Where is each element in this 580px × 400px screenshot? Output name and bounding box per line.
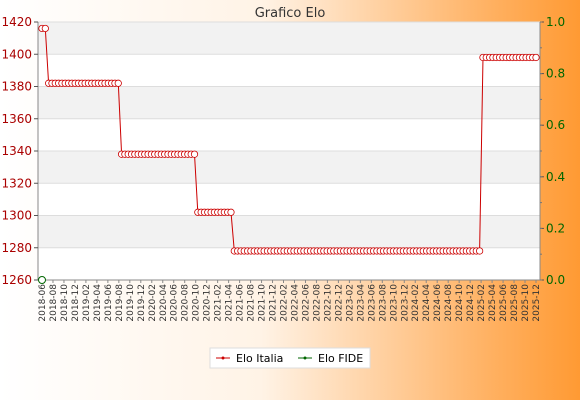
- legend-label-elo-fide: Elo FIDE: [318, 352, 363, 365]
- x-tick-label: 2018-10: [60, 284, 70, 322]
- x-tick-label: 2020-12: [203, 284, 213, 322]
- x-tick-label: 2020-08: [181, 284, 191, 322]
- x-tick-label: 2025-04: [488, 284, 498, 322]
- y-tick-label-left: 1280: [1, 241, 32, 255]
- x-tick-label: 2024-02: [411, 284, 421, 322]
- x-tick-label: 2019-04: [93, 284, 103, 322]
- plot-band: [38, 118, 540, 151]
- y-tick-label-right: 0.0: [546, 273, 565, 287]
- x-tick-label: 2021-10: [258, 284, 268, 322]
- chart-title: Grafico Elo: [255, 6, 326, 21]
- plot-band: [38, 86, 540, 119]
- y-axis-left: 1260 1280 1300 1320 1340 1360 1380 1400 1420: [1, 15, 38, 287]
- x-tick-label: 2018-06: [38, 284, 48, 322]
- x-tick-label: 2019-02: [82, 284, 92, 322]
- y-tick-label-right: 0.8: [546, 67, 565, 81]
- x-tick-label: 2022-04: [290, 284, 300, 322]
- y-tick-label-left: 1420: [1, 15, 32, 29]
- series-elo-fide: [38, 276, 46, 284]
- x-tick-label: 2019-06: [104, 284, 114, 322]
- legend-box: [209, 347, 371, 369]
- data-point-elo-italia: [114, 79, 122, 87]
- x-tick-label: 2022-06: [301, 284, 311, 322]
- x-tick-label: 2021-02: [214, 284, 224, 322]
- x-tick-label: 2025-10: [521, 284, 531, 322]
- plot-band: [38, 215, 540, 248]
- legend-dot-elo-italia: [221, 356, 225, 360]
- x-tick-label: 2021-12: [269, 284, 279, 322]
- y-tick-label-left: 1300: [1, 209, 32, 223]
- x-tick-label: 2024-04: [422, 284, 432, 322]
- y-tick-label-left: 1260: [1, 273, 32, 287]
- x-tick-label: 2022-10: [323, 284, 333, 322]
- x-tick-label: 2020-06: [170, 284, 180, 322]
- data-point-elo-italia: [532, 53, 540, 62]
- plot-band: [38, 22, 540, 55]
- x-tick-label: 2019-10: [126, 284, 136, 322]
- data-point-elo-italia: [476, 247, 484, 255]
- data-point-elo-italia: [190, 150, 199, 158]
- x-tick-label: 2018-08: [49, 284, 59, 322]
- x-tick-label: 2021-06: [236, 284, 246, 322]
- x-tick-label: 2025-12: [532, 284, 542, 322]
- x-tick-label: 2020-04: [159, 284, 169, 322]
- x-tick-label: 2022-02: [280, 284, 290, 322]
- y-tick-label-right: 1.0: [546, 15, 565, 29]
- x-tick-label: 2023-10: [389, 284, 399, 322]
- gridlines: [37, 21, 541, 281]
- y-tick-label-right: 0.6: [546, 118, 565, 132]
- plot-bands: [38, 22, 540, 280]
- x-tick-label: 2023-06: [367, 284, 377, 322]
- y-tick-label-left: 1340: [1, 144, 32, 158]
- y-tick-label-right: 0.2: [546, 221, 565, 235]
- data-point-elo-italia: [227, 208, 235, 216]
- x-tick-label: 2019-12: [137, 284, 147, 322]
- x-tick-label: 2019-08: [115, 284, 125, 322]
- y-tick-label-left: 1380: [1, 80, 32, 94]
- x-tick-label: 2023-04: [356, 284, 366, 322]
- data-point-elo-fide: [38, 276, 46, 284]
- x-tick-label: 2024-08: [444, 284, 454, 322]
- y-tick-label-left: 1320: [1, 176, 32, 190]
- data-point-elo-italia: [41, 24, 49, 33]
- x-tick-label: 2025-08: [510, 284, 520, 322]
- x-tick-label: 2023-08: [378, 284, 388, 322]
- x-tick-label: 2025-02: [477, 284, 487, 322]
- x-tick-label: 2020-02: [148, 284, 158, 322]
- plot-band: [38, 151, 540, 184]
- x-tick-label: 2018-12: [71, 284, 81, 322]
- x-tick-label: 2024-12: [466, 284, 476, 322]
- x-tick-label: 2024-06: [433, 284, 443, 322]
- y-axis-right: 0.0 0.2 0.4 0.6 0.8 1.0: [540, 15, 565, 287]
- x-tick-label: 2023-12: [400, 284, 410, 322]
- legend: Elo Italia Elo FIDE: [209, 347, 371, 369]
- x-tick-label: 2024-10: [455, 284, 465, 322]
- series-elo-italia: [38, 24, 540, 255]
- x-tick-label: 2021-04: [225, 284, 235, 322]
- legend-dot-elo-fide: [303, 356, 307, 360]
- plot-band: [38, 54, 540, 87]
- plot-band: [38, 183, 540, 216]
- x-tick-label: 2022-12: [334, 284, 344, 322]
- x-axis: 2018-06 2018-08 2018-10 2018-12 2019-02 2019-…: [38, 280, 542, 322]
- y-tick-label-right: 0.4: [546, 170, 565, 184]
- x-tick-label: 2021-08: [247, 284, 257, 322]
- x-tick-label: 2020-10: [192, 284, 202, 322]
- legend-label-elo-italia: Elo Italia: [236, 352, 283, 365]
- y-tick-label-left: 1400: [1, 47, 32, 61]
- y-tick-label-left: 1360: [1, 112, 32, 126]
- x-tick-label: 2023-02: [345, 284, 355, 322]
- x-tick-label: 2025-06: [499, 284, 509, 322]
- x-tick-label: 2022-08: [312, 284, 322, 322]
